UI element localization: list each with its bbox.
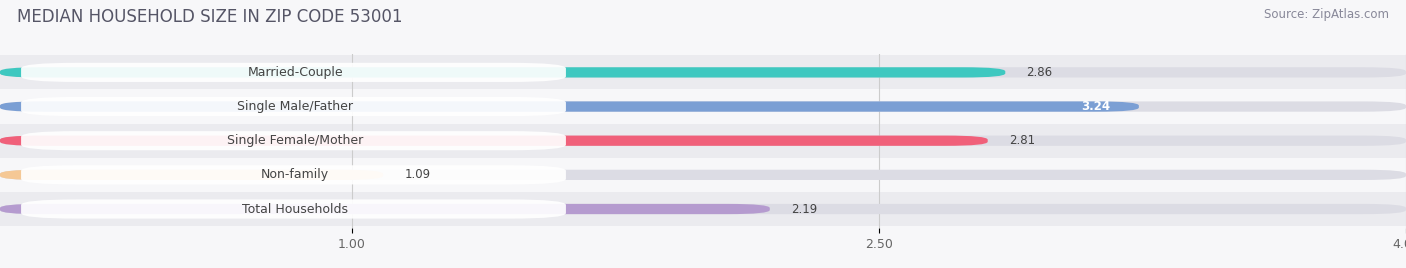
Text: Non-family: Non-family [262, 168, 329, 181]
FancyBboxPatch shape [0, 90, 1406, 124]
FancyBboxPatch shape [0, 67, 1406, 77]
FancyBboxPatch shape [0, 170, 1406, 180]
FancyBboxPatch shape [21, 97, 567, 116]
FancyBboxPatch shape [0, 170, 382, 180]
Text: 2.81: 2.81 [1010, 134, 1035, 147]
Text: 2.19: 2.19 [790, 203, 817, 215]
FancyBboxPatch shape [21, 131, 567, 150]
FancyBboxPatch shape [0, 158, 1406, 192]
Text: Single Male/Father: Single Male/Father [238, 100, 353, 113]
Text: Total Households: Total Households [242, 203, 349, 215]
FancyBboxPatch shape [0, 136, 987, 146]
FancyBboxPatch shape [0, 101, 1406, 112]
FancyBboxPatch shape [0, 136, 1406, 146]
FancyBboxPatch shape [0, 204, 1406, 214]
FancyBboxPatch shape [0, 192, 1406, 226]
Text: 3.24: 3.24 [1081, 100, 1111, 113]
FancyBboxPatch shape [0, 124, 1406, 158]
FancyBboxPatch shape [0, 204, 770, 214]
Text: Source: ZipAtlas.com: Source: ZipAtlas.com [1264, 8, 1389, 21]
Text: Single Female/Mother: Single Female/Mother [228, 134, 363, 147]
Text: 1.09: 1.09 [405, 168, 430, 181]
Text: 2.86: 2.86 [1026, 66, 1053, 79]
FancyBboxPatch shape [0, 55, 1406, 90]
Text: Married-Couple: Married-Couple [247, 66, 343, 79]
FancyBboxPatch shape [21, 199, 567, 219]
Text: MEDIAN HOUSEHOLD SIZE IN ZIP CODE 53001: MEDIAN HOUSEHOLD SIZE IN ZIP CODE 53001 [17, 8, 402, 26]
FancyBboxPatch shape [0, 101, 1139, 112]
FancyBboxPatch shape [21, 165, 567, 184]
FancyBboxPatch shape [0, 67, 1005, 77]
FancyBboxPatch shape [21, 63, 567, 82]
